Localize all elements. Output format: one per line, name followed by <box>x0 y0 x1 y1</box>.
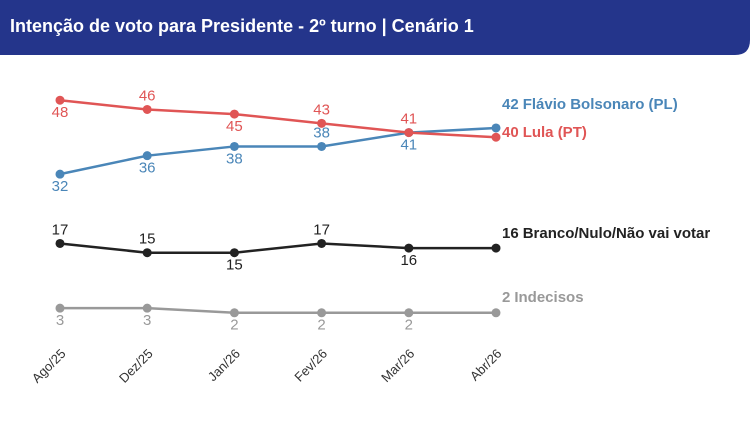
data-label: 3 <box>56 312 64 329</box>
point <box>317 308 327 318</box>
point <box>142 104 152 114</box>
point <box>142 151 152 161</box>
point <box>229 141 239 151</box>
point <box>317 118 327 128</box>
point <box>404 243 414 253</box>
header-band <box>0 0 750 55</box>
series-line <box>59 98 497 139</box>
x-tick-label: Abr/26 <box>467 346 505 384</box>
data-label: 38 <box>313 124 330 141</box>
data-label: 17 <box>52 221 69 238</box>
series-name: Branco/Nulo/Não vai votar <box>523 225 711 242</box>
point <box>55 95 65 105</box>
series-name: Flávio Bolsonaro (PL) <box>523 96 678 113</box>
chart-title: Intenção de voto para Presidente - 2º tu… <box>10 16 474 36</box>
x-tick-label: Jan/26 <box>205 346 243 384</box>
point <box>55 238 65 248</box>
x-tick-label: Dez/25 <box>116 346 156 386</box>
point <box>404 308 414 318</box>
end-value: 40 <box>502 124 519 141</box>
data-label: 43 <box>313 101 330 118</box>
data-label: 2 <box>230 317 238 334</box>
end-value: 2 <box>502 289 510 306</box>
end-label: 40 Lula (PT) <box>502 124 587 141</box>
point <box>55 303 65 313</box>
point <box>229 109 239 119</box>
point <box>317 141 327 151</box>
data-label: 15 <box>226 257 243 274</box>
x-tick-label: Fev/26 <box>291 346 330 385</box>
data-label: 38 <box>226 150 243 167</box>
series-line <box>59 126 497 176</box>
data-label: 15 <box>139 231 156 248</box>
end-label: 16 Branco/Nulo/Não vai votar <box>502 225 710 242</box>
data-label: 41 <box>400 111 417 128</box>
point <box>229 308 239 318</box>
series-name: Lula (PT) <box>523 124 587 141</box>
x-tick-label: Ago/25 <box>29 346 69 386</box>
x-tick-label: Mar/26 <box>378 346 417 385</box>
point <box>317 238 327 248</box>
data-label: 2 <box>317 317 325 334</box>
data-label: 2 <box>405 317 413 334</box>
point <box>491 243 501 253</box>
series-line <box>60 306 496 315</box>
series-line <box>59 242 496 254</box>
data-label: 16 <box>400 252 417 269</box>
data-label: 3 <box>143 312 151 329</box>
series-name: Indecisos <box>514 289 583 306</box>
data-label: 45 <box>226 118 243 135</box>
data-label: 17 <box>313 221 330 238</box>
point <box>55 169 65 179</box>
point <box>491 308 501 318</box>
data-label: 32 <box>52 178 69 195</box>
end-value: 16 <box>502 225 519 242</box>
end-value: 42 <box>502 96 519 113</box>
point <box>404 128 414 138</box>
point <box>491 132 501 142</box>
data-label: 36 <box>139 160 156 177</box>
data-label: 48 <box>52 104 69 121</box>
data-label: 41 <box>400 137 417 154</box>
end-label: 2 Indecisos <box>502 289 584 306</box>
end-label: 42 Flávio Bolsonaro (PL) <box>502 96 678 113</box>
point <box>229 248 239 258</box>
data-label: 46 <box>139 87 156 104</box>
point <box>142 248 152 258</box>
point <box>491 123 501 133</box>
point <box>142 303 152 313</box>
